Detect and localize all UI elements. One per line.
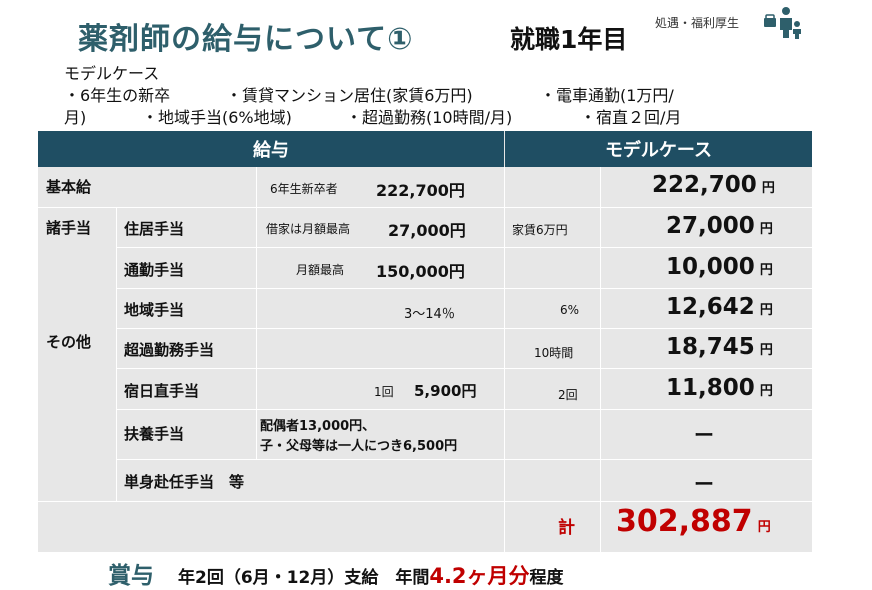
model-value: ー [694, 423, 714, 447]
yen-unit: 円 [759, 384, 773, 399]
salary-table: 給与 モデルケース 基本給 6年生新卒者 222,700円 222,700 円 … [38, 131, 812, 552]
model-condition: 10時間 [534, 346, 574, 360]
condition-item: 月) [64, 108, 87, 127]
model-condition: 2回 [558, 388, 578, 402]
model-value: 27,000 [666, 213, 755, 239]
salary-note: 子・父母等は一人につき6,500円 [260, 439, 458, 454]
salary-note: 月額最高 [296, 263, 345, 277]
group-label-allowance: 諸手当 [46, 219, 92, 237]
model-condition: 家賃6万円 [512, 223, 568, 237]
condition-item: ・地域手当(6%地域) [142, 108, 292, 127]
condition-item: ・賃貸マンション居住(家賃6万円) [226, 86, 473, 105]
bonus-line: 賞与 年2回（6月・12月）支給 年間4.2ヶ月分程度 [108, 556, 564, 590]
bonus-highlight: 4.2ヶ月分 [429, 564, 530, 588]
row-label-commute: 通勤手当 [124, 261, 185, 279]
row-label-housing: 住居手当 [124, 220, 185, 238]
salary-amount: 222,700円 [376, 181, 465, 200]
row-label-overtime: 超過勤務手当 [124, 341, 215, 359]
row-label-dependent: 扶養手当 [124, 425, 185, 443]
total-value: 302,887 [616, 504, 753, 539]
yen-unit: 円 [759, 303, 773, 318]
page-subtitle: 就職1年目 [510, 25, 628, 54]
model-case-title: モデルケース [64, 64, 160, 83]
salary-amount: 150,000円 [376, 262, 465, 281]
yen-unit: 円 [761, 181, 775, 196]
row-label-regional: 地域手当 [124, 301, 185, 319]
model-value: 10,000 [666, 254, 755, 280]
bonus-text: 年2回（6月・12月）支給 年間 [178, 568, 430, 588]
total-label: 計 [558, 518, 575, 538]
column-header-salary: 給与 [38, 131, 504, 167]
condition-item: ・超過勤務(10時間/月) [346, 108, 513, 127]
row-label-single-posting: 単身赴任手当 等 [124, 473, 245, 491]
model-value: ー [694, 472, 714, 496]
model-value: 222,700 [652, 172, 757, 198]
model-condition: 6% [560, 303, 580, 317]
condition-item: ・宿直２回/月 [580, 108, 682, 127]
yen-unit: 円 [757, 520, 771, 535]
condition-item: ・電車通勤(1万円/ [540, 86, 674, 105]
row-label-night-duty: 宿日直手当 [124, 382, 200, 400]
condition-item: ・6年生の新卒 [64, 86, 171, 105]
column-header-model: モデルケース [505, 131, 812, 167]
model-value: 11,800 [666, 375, 755, 401]
page-title: 薬剤師の給与について① [78, 22, 414, 57]
yen-unit: 円 [759, 263, 773, 278]
row-label-base-salary: 基本給 [46, 178, 92, 196]
model-value: 12,642 [666, 294, 755, 320]
yen-unit: 円 [759, 222, 773, 237]
family-icon [764, 7, 801, 39]
category-tag: 処遇・福利厚生 [655, 16, 740, 30]
salary-amount: 3～14％ [404, 307, 455, 322]
salary-amount: 27,000円 [388, 221, 466, 240]
model-value: 18,745 [666, 334, 755, 360]
bonus-text-end: 程度 [529, 568, 564, 588]
yen-unit: 円 [759, 343, 773, 358]
bonus-label: 賞与 [108, 563, 154, 589]
salary-note: 1回 [374, 385, 394, 399]
group-label-other: その他 [46, 333, 92, 351]
salary-note: 借家は月額最高 [266, 222, 351, 236]
salary-note: 配偶者13,000円、 [260, 419, 376, 434]
salary-amount: 5,900円 [414, 382, 477, 400]
salary-note: 6年生新卒者 [270, 182, 338, 196]
